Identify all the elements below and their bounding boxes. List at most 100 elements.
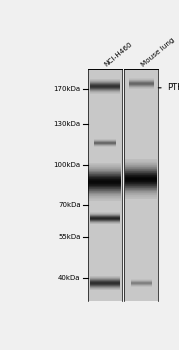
Bar	[90, 276, 120, 277]
Bar	[90, 84, 120, 85]
Bar	[90, 288, 120, 289]
Bar	[125, 185, 158, 186]
Bar	[88, 185, 121, 186]
Bar	[125, 174, 158, 175]
Bar	[88, 179, 121, 180]
Bar	[88, 186, 121, 187]
Bar	[90, 286, 120, 287]
Bar	[90, 283, 120, 284]
Bar	[88, 178, 121, 179]
Bar	[90, 283, 120, 284]
Bar	[88, 172, 121, 173]
Bar	[125, 195, 158, 196]
Bar	[90, 85, 120, 86]
Bar	[88, 165, 121, 166]
Bar	[125, 176, 158, 177]
Bar	[125, 175, 158, 176]
Bar	[88, 178, 121, 179]
Bar	[90, 87, 120, 88]
Text: 55kDa: 55kDa	[58, 234, 81, 240]
Bar	[90, 89, 120, 90]
Text: PTK7: PTK7	[158, 83, 179, 92]
Bar	[125, 167, 158, 168]
Bar	[88, 198, 121, 199]
Bar	[90, 278, 120, 279]
Bar	[90, 287, 120, 288]
Bar	[90, 81, 120, 82]
Bar	[125, 197, 158, 198]
Bar	[88, 193, 121, 194]
Bar	[88, 172, 121, 173]
Bar	[88, 175, 121, 176]
Bar	[88, 195, 121, 196]
Bar	[88, 165, 121, 166]
Bar	[88, 189, 121, 190]
Bar	[90, 83, 120, 84]
Bar	[88, 163, 121, 164]
Bar	[90, 85, 120, 86]
Text: 40kDa: 40kDa	[58, 275, 81, 281]
Bar	[125, 160, 158, 161]
Bar	[125, 183, 158, 184]
Text: 130kDa: 130kDa	[54, 121, 81, 127]
Bar	[125, 177, 158, 178]
Bar	[88, 173, 121, 174]
Bar	[124, 69, 158, 301]
Bar	[90, 281, 120, 282]
Bar	[88, 168, 121, 169]
Bar	[125, 192, 158, 193]
Bar	[88, 183, 121, 184]
Bar	[125, 193, 158, 194]
Bar	[90, 279, 120, 280]
Bar	[90, 90, 120, 91]
Bar	[125, 170, 158, 171]
Bar	[88, 176, 121, 177]
Bar	[90, 287, 120, 288]
Bar	[90, 91, 120, 92]
Bar	[125, 191, 158, 192]
Bar	[90, 87, 120, 88]
Text: 70kDa: 70kDa	[58, 202, 81, 208]
Bar	[125, 182, 158, 183]
Bar	[88, 69, 122, 301]
Bar	[90, 282, 120, 283]
Bar	[125, 163, 158, 164]
Bar	[88, 175, 121, 176]
Bar	[88, 187, 121, 188]
Bar	[88, 184, 121, 185]
Bar	[90, 90, 120, 91]
Bar	[88, 188, 121, 189]
Bar	[88, 171, 121, 172]
Bar	[90, 82, 120, 83]
Bar	[88, 170, 121, 171]
Bar	[90, 285, 120, 286]
Bar	[125, 168, 158, 169]
Bar	[90, 284, 120, 285]
Bar	[90, 277, 120, 278]
Bar	[88, 182, 121, 183]
Bar	[90, 89, 120, 90]
Bar	[125, 186, 158, 187]
Bar	[125, 173, 158, 174]
Bar	[125, 164, 158, 166]
Bar	[125, 166, 158, 167]
Bar	[125, 161, 158, 162]
Bar	[88, 190, 121, 191]
Bar	[125, 193, 158, 194]
Bar	[125, 178, 158, 179]
Bar	[125, 183, 158, 184]
Bar	[90, 281, 120, 282]
Bar	[88, 196, 121, 197]
Bar	[88, 164, 121, 165]
Bar	[125, 174, 158, 175]
Bar	[90, 91, 120, 92]
Bar	[125, 170, 158, 171]
Bar	[125, 196, 158, 197]
Bar	[125, 165, 158, 166]
Bar	[125, 198, 158, 199]
Bar	[90, 81, 120, 82]
Bar	[125, 188, 158, 189]
Bar	[90, 285, 120, 286]
Bar	[90, 276, 120, 277]
Bar	[90, 280, 120, 281]
